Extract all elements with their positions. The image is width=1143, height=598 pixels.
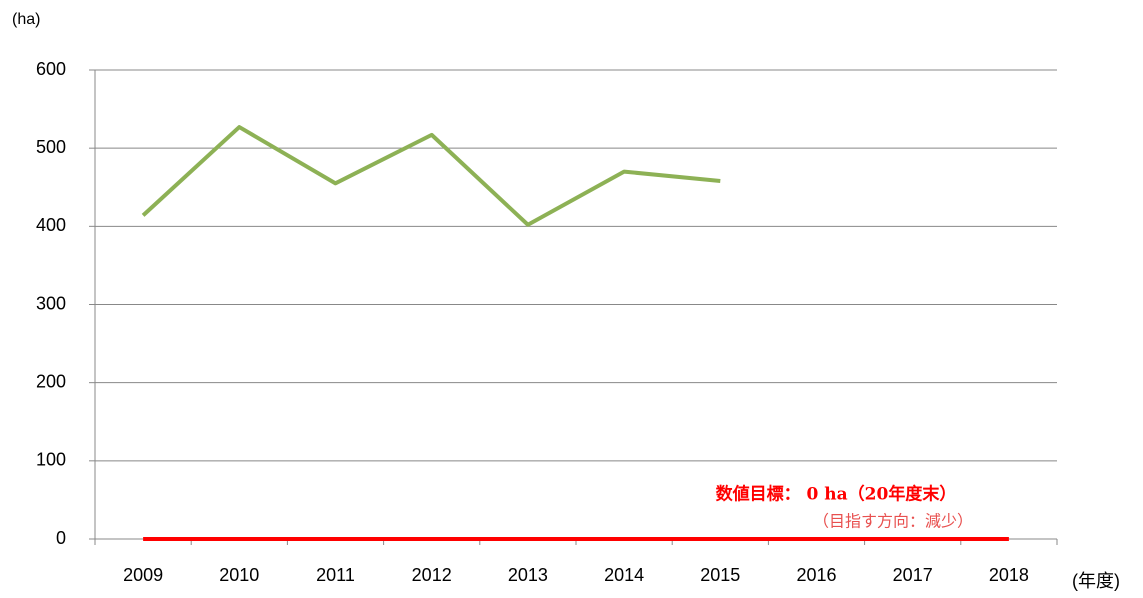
x-tick-label: 2009 <box>123 565 163 585</box>
x-tick-label: 2014 <box>604 565 644 585</box>
y-tick-label: 500 <box>36 137 66 157</box>
x-tick-label: 2016 <box>796 565 836 585</box>
annotation: 数値目標： 0 ha（20年度末） <box>716 484 957 505</box>
y-tick-label: 300 <box>36 293 66 313</box>
x-axis-label: (年度) <box>1072 571 1120 591</box>
y-tick-label: 600 <box>36 59 66 79</box>
line-series <box>141 125 721 227</box>
x-tick-label: 2018 <box>989 565 1029 585</box>
y-tick-label: 200 <box>36 371 66 391</box>
x-tick-label: 2011 <box>316 565 355 585</box>
y-tick-label: 400 <box>36 215 66 235</box>
x-tick-label: 2013 <box>508 565 548 585</box>
x-tick-label: 2012 <box>412 565 452 585</box>
x-tick-label: 2017 <box>893 565 933 585</box>
y-tick-label: 0 <box>56 528 66 548</box>
y-tick-label: 100 <box>36 450 66 470</box>
y-axis-label: (ha) <box>12 11 40 28</box>
x-tick-label: 2010 <box>219 565 259 585</box>
x-tick-label: 2015 <box>700 565 740 585</box>
annotation: （目指す方向：減少） <box>813 512 973 531</box>
